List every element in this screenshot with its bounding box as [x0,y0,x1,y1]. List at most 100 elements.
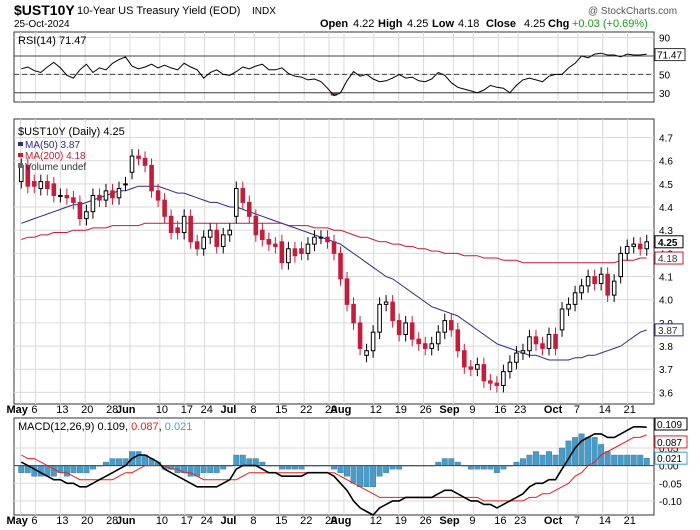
candle-body [71,197,76,203]
macd-histogram-bar [331,465,337,470]
macd-histogram-bar [617,454,624,466]
macd-histogram-bar [200,465,207,473]
candle-body [618,252,623,278]
candle-body [566,303,571,310]
candle-body [149,164,154,192]
macd-histogram-bar [220,465,227,470]
macd-value-box [654,417,688,431]
macd-legend-value-hist: 0.021 [165,421,193,433]
candle-body [448,320,454,331]
rsi-value-box [654,48,686,62]
candle-body [553,333,558,349]
price-tick-label: 4.1 [659,273,673,284]
candle-body [207,229,213,238]
macd-histogram-bar [70,465,77,473]
macd-histogram-bar [363,465,370,487]
low-label: Low [432,18,454,30]
macd-tick-label: -0.05 [659,479,682,490]
macd-histogram-bar [76,465,83,473]
candle-body [175,227,180,234]
price-x-tick-label: Jun [116,404,136,416]
chart-date: 25-Oct-2024 [14,19,70,30]
candle-body [494,382,500,386]
macd-histogram-bar [559,447,565,466]
candle-body [631,243,637,247]
candle-body [90,194,96,213]
candle-body [390,301,395,322]
candle-body [162,199,167,217]
price-x-tick-label: 10 [156,404,168,416]
chart-title: 10-Year US Treasury Yield (EOD) [77,5,240,17]
macd-tick-label: 0.05 [659,444,679,455]
macd-histogram-bar [246,458,253,466]
candle-body [220,234,226,247]
candle-body [409,322,415,340]
macd-x-tick-label: Sep [439,515,459,527]
price-x-tick-label: 16 [494,404,506,416]
macd-histogram-bar [233,454,240,466]
candle-body [605,273,610,296]
price-x-tick-label: 14 [599,404,611,416]
macd-histogram-bar [213,465,220,473]
macd-x-tick-label: 19 [395,515,407,527]
candle-body [233,188,239,217]
macd-x-tick-label: 22 [300,515,312,527]
candle-body [273,243,278,247]
macd-histogram-bar [533,451,539,466]
ma50-legend: MA(50) 3.87 [25,140,80,151]
candle-body [546,333,552,349]
macd-legend-value-macd: 0.109 [97,421,125,433]
macd-legend: MACD(12,26,9) 0.109, 0.087, 0.021 [18,421,192,433]
candle-body [527,336,532,352]
price-x-tick-label: 29 [325,404,337,416]
candle-body [286,248,291,264]
candle-body [194,241,200,250]
candle-body [370,331,376,352]
candle-body [344,278,350,305]
candle-body [38,181,44,190]
price-x-tick-label: 21 [624,404,636,416]
candle-body [136,155,141,159]
price-x-tick-label: 15 [275,404,287,416]
price-x-tick-label: Oct [544,404,563,416]
candle-body [624,245,630,254]
candle-body [644,241,650,250]
candle-body [422,343,428,349]
open-value: 4.22 [353,18,374,30]
price-tick-label: 3.8 [659,342,673,353]
candle-body [260,229,265,240]
macd-histogram-bar [109,458,116,466]
candle-body [559,308,565,331]
macd-histogram-bar [474,465,481,470]
macd-histogram-bar [585,437,592,466]
price-panel [13,118,655,405]
macd-histogram-bar [50,465,57,477]
candle-body [227,229,233,236]
hist-value-label: 0.021 [657,454,682,465]
macd-histogram-bar [630,454,637,466]
macd-histogram-bar [135,451,142,466]
macd-histogram-bar [624,454,631,466]
macd-x-tick-label: 21 [624,515,636,527]
price-legend-symbol: $UST10Y (Daily) 4.25 [18,126,125,138]
candle-body [312,236,317,245]
macd-histogram-bar [285,465,292,470]
macd-histogram-bar [298,465,305,470]
candle-body [611,280,617,296]
close-label: Close [486,18,516,30]
macd-legend-prefix: MACD(12,26,9) [18,421,94,433]
ma200-swatch [18,153,23,157]
candle-body [142,157,148,166]
macd-histogram-bar [259,461,266,466]
candle-body [318,236,324,239]
candle-body [351,303,356,324]
macd-histogram-bar [63,465,70,477]
macd-x-tick-label: 14 [599,515,611,527]
macd-histogram-bar [448,458,455,466]
rsi-value-label: 71.47 [657,51,682,62]
macd-histogram-bar [604,451,611,466]
macd-histogram-bar [357,465,363,487]
macd-x-tick-label: Oct [544,515,563,527]
candle-body [214,229,220,247]
